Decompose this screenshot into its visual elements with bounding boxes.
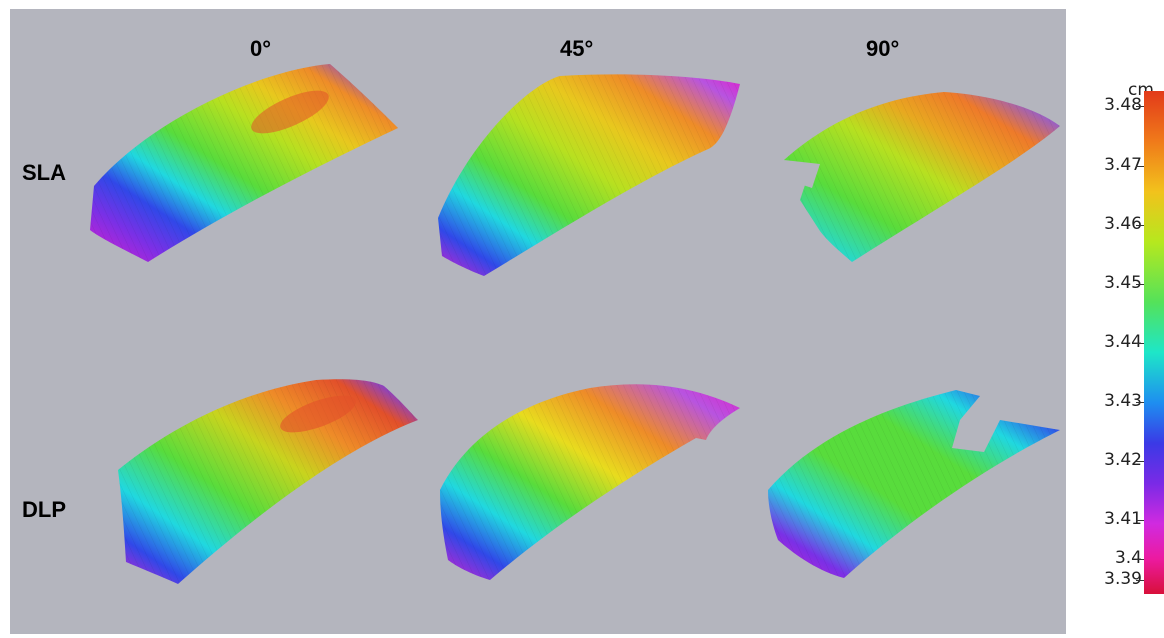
colorbar-tickmark <box>1136 402 1144 403</box>
colorbar-tickmark <box>1136 166 1144 167</box>
colorbar-tick: 3.47 <box>1104 155 1142 175</box>
surface-dlp-45 <box>440 384 740 580</box>
surface-sla-45 <box>438 74 740 276</box>
colorbar-tick: 3.45 <box>1104 273 1142 293</box>
surface-sla-90 <box>784 92 1060 262</box>
row-label-dlp: DLP <box>22 497 66 522</box>
colorbar-tick: 3.42 <box>1104 450 1142 470</box>
colorbar-tickmark <box>1136 106 1144 107</box>
colorbar-tick: 3.39 <box>1104 569 1142 589</box>
column-label-90deg: 90° <box>866 36 900 61</box>
column-label-0deg: 0° <box>250 36 272 61</box>
colorbar-tickmark <box>1136 225 1144 226</box>
surface-dlp-0 <box>118 379 418 584</box>
colorbar-tickmark <box>1136 461 1144 462</box>
colorbar-tick: 3.44 <box>1104 332 1142 352</box>
surface-sla-0 <box>90 64 398 262</box>
colorbar-tick: 3.46 <box>1104 214 1142 234</box>
row-label-sla: SLA <box>22 160 66 185</box>
surface-dlp-90 <box>768 390 1060 578</box>
colorbar-tick: 3.4 <box>1114 548 1142 568</box>
surface-scans <box>90 64 1060 584</box>
colorbar-tick: 3.43 <box>1104 391 1142 411</box>
colorbar-tick: 3.48 <box>1104 95 1142 115</box>
colorbar-tick: 3.41 <box>1104 509 1142 529</box>
colorbar-tickmark <box>1136 284 1144 285</box>
column-label-45deg: 45° <box>560 36 594 61</box>
colorbar-tickmark <box>1136 580 1144 581</box>
colorbar <box>1144 91 1164 594</box>
colorbar-tickmark <box>1136 559 1144 560</box>
colorbar-tickmark <box>1136 520 1144 521</box>
colorbar-tickmark <box>1136 343 1144 344</box>
